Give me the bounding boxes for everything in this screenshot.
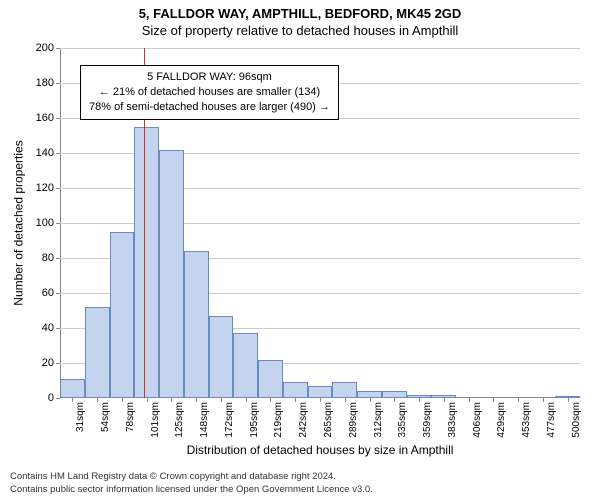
info-box: 5 FALLDOR WAY: 96sqm← 21% of detached ho…: [80, 65, 339, 120]
y-tick-label: 200: [36, 42, 60, 54]
x-tick-label: 289sqm: [348, 402, 359, 438]
x-tick-label: 54sqm: [100, 402, 111, 432]
x-tick-mark: [171, 398, 172, 402]
histogram-bar: [209, 316, 234, 398]
x-tick-mark: [147, 398, 148, 402]
x-tick-mark: [320, 398, 321, 402]
histogram-bar: [308, 386, 333, 398]
x-tick-label: 242sqm: [298, 402, 309, 438]
x-tick-label: 31sqm: [75, 402, 86, 432]
x-tick-mark: [72, 398, 73, 402]
x-tick-mark: [568, 398, 569, 402]
histogram-bar: [184, 251, 209, 398]
x-tick-label: 219sqm: [273, 402, 284, 438]
chart-container: 5, FALLDOR WAY, AMPTHILL, BEDFORD, MK45 …: [0, 0, 600, 500]
x-tick-label: 148sqm: [199, 402, 210, 438]
histogram-bar: [283, 382, 308, 398]
grid-line: [60, 48, 580, 49]
y-tick-label: 120: [36, 182, 60, 194]
info-box-line: 5 FALLDOR WAY: 96sqm: [89, 70, 330, 85]
y-axis-title: Number of detached properties: [12, 48, 26, 398]
x-tick-label: 500sqm: [571, 402, 582, 438]
x-tick-label: 265sqm: [323, 402, 334, 438]
footer: Contains HM Land Registry data © Crown c…: [10, 471, 590, 496]
y-tick-label: 20: [42, 357, 60, 369]
x-tick-mark: [493, 398, 494, 402]
x-tick-mark: [469, 398, 470, 402]
plot-area: 02040608010012014016018020031sqm54sqm78s…: [60, 48, 580, 398]
info-box-line: 78% of semi-detached houses are larger (…: [89, 100, 330, 115]
histogram-bar: [110, 232, 135, 398]
x-tick-label: 312sqm: [373, 402, 384, 438]
x-axis-title: Distribution of detached houses by size …: [60, 443, 580, 457]
x-tick-mark: [97, 398, 98, 402]
histogram-bar: [258, 360, 283, 399]
y-tick-label: 160: [36, 112, 60, 124]
histogram-bar: [60, 379, 85, 398]
x-tick-label: 78sqm: [125, 402, 136, 432]
x-tick-mark: [518, 398, 519, 402]
x-tick-label: 172sqm: [224, 402, 235, 438]
x-tick-mark: [295, 398, 296, 402]
x-tick-label: 335sqm: [397, 402, 408, 438]
title-sub: Size of property relative to detached ho…: [0, 21, 600, 38]
histogram-bar: [159, 150, 184, 399]
histogram-bar: [332, 382, 357, 398]
histogram-bar: [233, 333, 258, 398]
x-tick-label: 195sqm: [249, 402, 260, 438]
histogram-bar: [382, 391, 407, 398]
footer-line-1: Contains HM Land Registry data © Crown c…: [10, 471, 590, 483]
histogram-bar: [357, 391, 382, 398]
x-tick-mark: [246, 398, 247, 402]
x-tick-label: 477sqm: [546, 402, 557, 438]
y-tick-label: 80: [42, 252, 60, 264]
x-tick-label: 359sqm: [422, 402, 433, 438]
x-tick-mark: [196, 398, 197, 402]
y-tick-label: 40: [42, 322, 60, 334]
x-tick-mark: [543, 398, 544, 402]
x-tick-label: 429sqm: [496, 402, 507, 438]
x-tick-mark: [221, 398, 222, 402]
x-tick-mark: [444, 398, 445, 402]
x-tick-label: 383sqm: [447, 402, 458, 438]
y-tick-label: 140: [36, 147, 60, 159]
x-tick-mark: [370, 398, 371, 402]
y-tick-label: 100: [36, 217, 60, 229]
histogram-bar: [85, 307, 110, 398]
x-tick-mark: [394, 398, 395, 402]
y-tick-label: 60: [42, 287, 60, 299]
x-tick-mark: [270, 398, 271, 402]
y-tick-label: 180: [36, 77, 60, 89]
y-tick-label: 0: [48, 392, 60, 404]
x-tick-mark: [345, 398, 346, 402]
x-tick-mark: [122, 398, 123, 402]
x-tick-label: 125sqm: [174, 402, 185, 438]
x-tick-mark: [419, 398, 420, 402]
x-tick-label: 406sqm: [472, 402, 483, 438]
x-tick-label: 101sqm: [150, 402, 161, 438]
info-box-line: ← 21% of detached houses are smaller (13…: [89, 85, 330, 100]
histogram-bar: [134, 127, 159, 398]
title-main: 5, FALLDOR WAY, AMPTHILL, BEDFORD, MK45 …: [0, 0, 600, 21]
x-tick-label: 453sqm: [521, 402, 532, 438]
footer-line-2: Contains public sector information licen…: [10, 484, 590, 496]
